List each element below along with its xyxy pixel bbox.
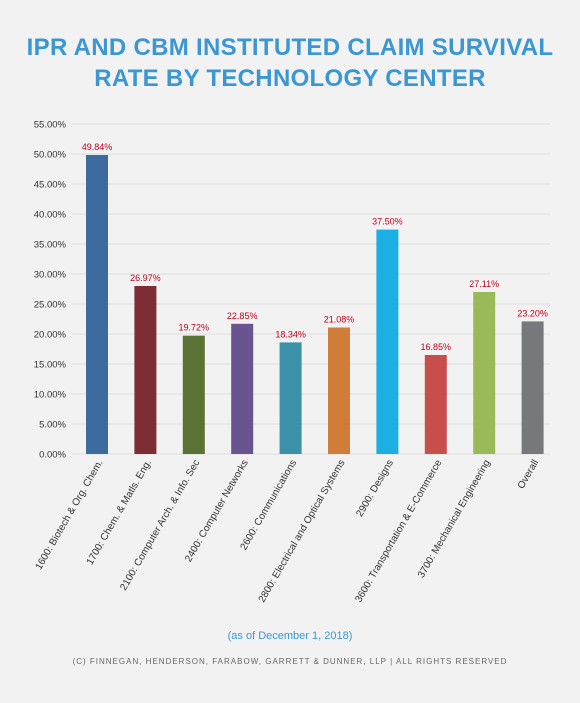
y-tick-label: 0.00% — [39, 450, 66, 461]
bar — [424, 355, 447, 454]
y-tick-label: 35.00% — [34, 240, 67, 251]
bar — [86, 154, 108, 454]
bar — [182, 335, 205, 454]
x-category-label: 2800: Electrical and Optical Systems — [257, 458, 348, 605]
y-tick-label: 45.00% — [34, 180, 67, 191]
chart-title: IPR AND CBM INSTITUTED CLAIM SURVIVAL RA… — [0, 32, 580, 94]
bar — [279, 342, 302, 454]
y-axis-tick-labels: 0.00% 5.00% 10.00% 15.00% 20.00% 25.00% 30.00%… — [34, 120, 67, 461]
data-label: 23.20% — [517, 308, 548, 318]
date-note: (as of December 1, 2018) — [227, 630, 353, 642]
chart-title-line-1: IPR AND CBM INSTITUTED CLAIM SURVIVAL — [26, 34, 554, 61]
y-tick-label: 30.00% — [34, 270, 67, 281]
y-tick-label: 15.00% — [34, 360, 67, 371]
y-tick-label: 50.00% — [34, 150, 67, 161]
y-tick-label: 40.00% — [34, 210, 67, 221]
bar — [376, 229, 399, 454]
chart-title-line-2: RATE BY TECHNOLOGY CENTER — [94, 65, 486, 92]
data-label: 18.34% — [275, 329, 306, 339]
bar — [328, 327, 350, 454]
y-tick-label: 10.00% — [34, 390, 67, 401]
y-tick-label: 5.00% — [39, 420, 66, 431]
x-axis-category-labels: 1600: Biotech & Org. Chem.1700: Chem. & … — [34, 458, 542, 605]
copyright-footer: (C) FINNEGAN, HENDERSON, FARABOW, GARRET… — [72, 657, 508, 666]
x-category-label: 2100: Computer Arch. & Info. Sec — [118, 458, 202, 593]
y-tick-label: 55.00% — [34, 120, 67, 131]
data-label: 27.11% — [469, 279, 499, 289]
bar — [134, 286, 157, 454]
data-label: 21.08% — [324, 315, 355, 325]
x-category-label: 2600: Communications — [239, 458, 300, 552]
bar — [231, 323, 254, 454]
data-label: 19.72% — [179, 323, 210, 333]
y-tick-label: 25.00% — [34, 300, 67, 311]
bar — [473, 292, 496, 454]
bars — [86, 154, 544, 454]
data-label: 22.85% — [227, 311, 258, 321]
x-category-label: 2900: Designs — [355, 458, 396, 519]
data-label: 49.84% — [82, 142, 113, 152]
x-category-label: 3600: Transportation & E-Commerce — [353, 458, 444, 605]
y-tick-label: 20.00% — [34, 330, 67, 341]
data-label: 37.50% — [372, 217, 403, 227]
bar — [521, 321, 544, 454]
bar-chart: 0.00% 5.00% 10.00% 15.00% 20.00% 25.00% 30.00%… — [34, 120, 550, 605]
data-label: 26.97% — [130, 273, 161, 283]
x-category-label: Overall — [516, 458, 541, 491]
data-label: 16.85% — [421, 342, 452, 352]
data-labels: 49.84% 26.97% 19.72% 22.85% 18.34% 21.08% 37.5… — [82, 142, 548, 352]
